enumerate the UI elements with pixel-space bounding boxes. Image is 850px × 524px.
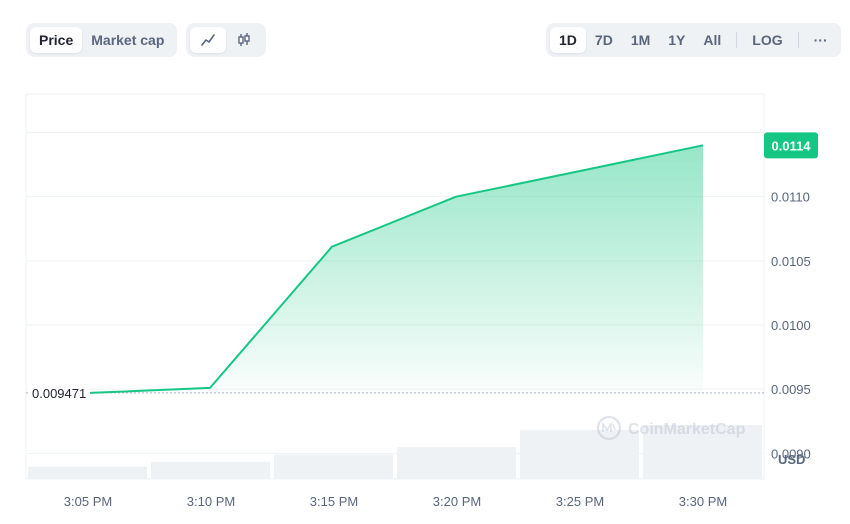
y-tick-label: 0.0100	[771, 318, 811, 333]
range-7d[interactable]: 7D	[594, 32, 613, 48]
x-tick-label: 3:10 PM	[187, 494, 235, 509]
metric-toggle: Price Market cap	[26, 23, 178, 57]
range-1m[interactable]: 1M	[630, 32, 651, 48]
x-tick-label: 3:25 PM	[556, 494, 604, 509]
more-options-button[interactable]: ···	[813, 32, 828, 48]
time-range-toggle: 1D 7D 1M 1Y All LOG ···	[546, 23, 841, 57]
candlestick-button[interactable]	[226, 27, 262, 53]
y-unit-label: USD	[778, 452, 805, 467]
y-tick-label: 0.0090	[771, 446, 811, 461]
price-area	[90, 145, 703, 393]
x-tick-label: 3:15 PM	[310, 494, 358, 509]
current-price-badge	[764, 132, 818, 159]
x-tick-label: 3:30 PM	[679, 494, 727, 509]
watermark-text: CoinMarketCap	[628, 421, 746, 438]
chart-type-toggle	[186, 23, 266, 57]
line-chart-button[interactable]	[190, 27, 226, 53]
tab-market-cap[interactable]: Market cap	[91, 32, 165, 48]
toolbar-divider	[797, 32, 799, 48]
volume-bar	[520, 429, 639, 479]
volume-bar	[151, 461, 270, 479]
volume-bar	[397, 447, 516, 479]
range-1y[interactable]: 1Y	[668, 32, 686, 48]
y-tick-label: 0.0095	[771, 382, 811, 397]
y-tick-label: 0.0105	[771, 254, 811, 269]
line-chart-icon	[201, 34, 215, 46]
volume-bar	[643, 425, 762, 479]
tab-price[interactable]: Price	[30, 27, 83, 53]
volume-bar	[274, 454, 393, 479]
coinmarketcap-watermark: CoinMarketCap	[596, 415, 746, 441]
open-price-label-bg	[28, 383, 88, 402]
open-price-label: 0.009471	[32, 386, 86, 401]
x-tick-label: 3:05 PM	[64, 494, 112, 509]
log-scale-button[interactable]: LOG	[752, 32, 783, 48]
range-all[interactable]: All	[703, 32, 722, 48]
candlestick-icon	[238, 33, 250, 46]
volume-bar	[28, 466, 147, 479]
x-tick-label: 3:20 PM	[433, 494, 481, 509]
y-tick-label: 0.0110	[771, 190, 810, 205]
price-line	[89, 144, 704, 394]
current-price-label: 0.0114	[771, 138, 811, 153]
range-1d[interactable]: 1D	[550, 27, 586, 53]
toolbar-divider	[736, 32, 738, 48]
